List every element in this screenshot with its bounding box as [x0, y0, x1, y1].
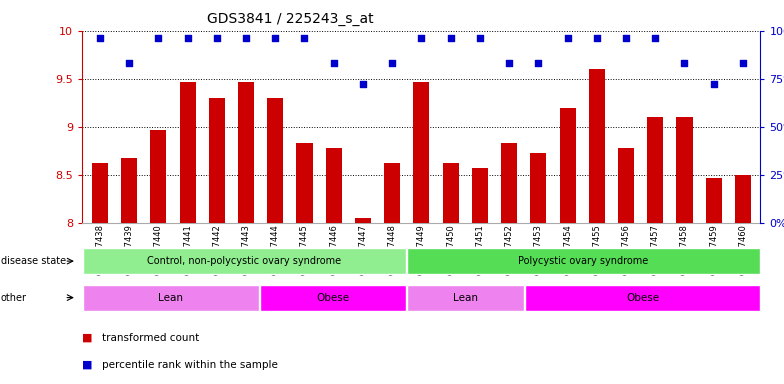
Bar: [525, 285, 760, 311]
Point: [707, 81, 720, 88]
Bar: [92, 163, 108, 223]
Bar: [325, 148, 342, 223]
Point: [590, 35, 603, 41]
Bar: [384, 163, 400, 223]
Point: [123, 60, 136, 66]
Point: [211, 35, 223, 41]
Point: [181, 35, 194, 41]
Point: [357, 81, 369, 88]
Bar: [501, 143, 517, 223]
Bar: [413, 82, 430, 223]
Point: [269, 35, 281, 41]
Bar: [706, 177, 722, 223]
Bar: [180, 82, 195, 223]
Text: disease state: disease state: [1, 256, 66, 266]
Bar: [735, 175, 751, 223]
Bar: [407, 248, 760, 274]
Bar: [443, 163, 459, 223]
Point: [678, 60, 691, 66]
Bar: [407, 285, 524, 311]
Text: GDS3841 / 225243_s_at: GDS3841 / 225243_s_at: [207, 12, 373, 25]
Bar: [267, 98, 283, 223]
Bar: [648, 117, 663, 223]
Point: [532, 60, 545, 66]
Bar: [260, 285, 406, 311]
Point: [619, 35, 632, 41]
Text: percentile rank within the sample: percentile rank within the sample: [102, 360, 278, 370]
Point: [298, 35, 310, 41]
Bar: [83, 285, 259, 311]
Bar: [618, 148, 634, 223]
Point: [152, 35, 165, 41]
Point: [416, 35, 428, 41]
Point: [649, 35, 662, 41]
Point: [503, 60, 515, 66]
Point: [474, 35, 486, 41]
Text: Obese: Obese: [317, 293, 350, 303]
Point: [93, 35, 106, 41]
Text: Lean: Lean: [158, 293, 183, 303]
Bar: [238, 82, 254, 223]
Bar: [472, 168, 488, 223]
Bar: [589, 69, 604, 223]
Bar: [209, 98, 225, 223]
Bar: [121, 159, 137, 223]
Bar: [530, 152, 546, 223]
Point: [240, 35, 252, 41]
Bar: [677, 117, 692, 223]
Point: [328, 60, 340, 66]
Text: Obese: Obese: [626, 293, 659, 303]
Text: Lean: Lean: [453, 293, 478, 303]
Point: [445, 35, 457, 41]
Point: [561, 35, 574, 41]
Text: ■: ■: [82, 333, 93, 343]
Text: ■: ■: [82, 360, 93, 370]
Point: [386, 60, 398, 66]
Bar: [355, 218, 371, 223]
Bar: [296, 143, 313, 223]
Bar: [83, 248, 406, 274]
Text: transformed count: transformed count: [102, 333, 199, 343]
Bar: [560, 108, 575, 223]
Text: Polycystic ovary syndrome: Polycystic ovary syndrome: [518, 256, 648, 266]
Bar: [151, 129, 166, 223]
Point: [737, 60, 750, 66]
Text: other: other: [1, 293, 27, 303]
Text: Control, non-polycystic ovary syndrome: Control, non-polycystic ovary syndrome: [147, 256, 342, 266]
